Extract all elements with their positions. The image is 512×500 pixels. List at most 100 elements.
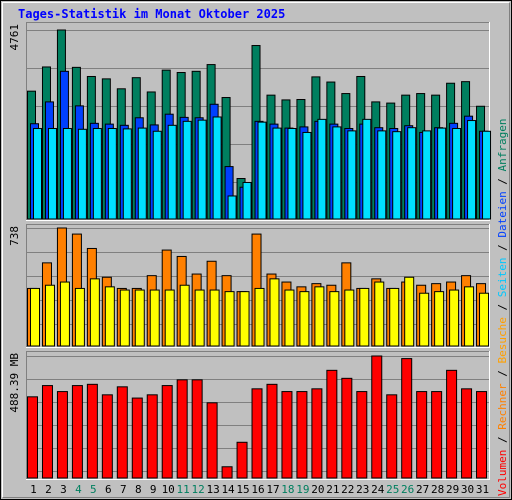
bar-rechner-21 <box>329 291 340 347</box>
legend-entry: / <box>496 364 509 384</box>
bar-seiten-5 <box>92 127 102 220</box>
x-tick-label: 2 <box>45 483 52 496</box>
bar-seiten-16 <box>257 121 267 220</box>
bar-volumen-15 <box>236 441 248 479</box>
bar-volumen-7 <box>116 386 128 479</box>
bar-rechner-15 <box>239 291 250 347</box>
bar-rechner-25 <box>389 287 400 347</box>
bar-rechner-7 <box>119 289 130 347</box>
x-tick-label: 26 <box>401 483 414 496</box>
bar-volumen-3 <box>56 391 68 479</box>
bar-seiten-20 <box>317 118 327 220</box>
bar-seiten-29 <box>452 127 462 220</box>
bar-rechner-19 <box>299 291 310 347</box>
bar-seiten-31 <box>482 130 492 220</box>
bar-rechner-14 <box>224 291 235 347</box>
bar-seiten-1 <box>33 127 42 220</box>
legend-entry: Anfragen <box>496 118 509 171</box>
bar-seiten-25 <box>392 131 402 220</box>
x-tick-label: 3 <box>60 483 67 496</box>
bar-rechner-13 <box>209 289 220 347</box>
bar-volumen-29 <box>446 369 458 479</box>
legend-entry: / <box>496 430 509 450</box>
bar-volumen-6 <box>101 394 113 479</box>
x-tick-label: 8 <box>135 483 142 496</box>
bar-rechner-22 <box>344 289 355 347</box>
bar-rechner-23 <box>359 287 370 347</box>
max-label-bottom: 488.39 MB <box>8 353 21 413</box>
x-tick-label: 15 <box>236 483 249 496</box>
bar-volumen-18 <box>281 391 293 479</box>
bar-rechner-1 <box>30 287 40 347</box>
x-tick-label: 19 <box>296 483 309 496</box>
bar-seiten-2 <box>47 127 57 220</box>
legend-entry: / <box>496 171 509 191</box>
bar-volumen-26 <box>401 358 413 479</box>
bar-volumen-8 <box>131 397 143 479</box>
bar-rechner-8 <box>134 289 145 347</box>
bar-volumen-27 <box>416 391 428 479</box>
x-tick-label: 4 <box>75 483 82 496</box>
bar-rechner-11 <box>179 284 190 347</box>
bar-rechner-20 <box>314 286 325 347</box>
bar-seiten-28 <box>437 127 447 220</box>
bar-volumen-30 <box>461 388 473 479</box>
legend-entry: / <box>496 238 509 258</box>
bar-seiten-14 <box>227 195 237 220</box>
bar-rechner-6 <box>104 286 115 347</box>
bar-seiten-23 <box>362 118 372 220</box>
x-tick-label: 23 <box>356 483 369 496</box>
x-tick-label: 20 <box>311 483 324 496</box>
bar-volumen-28 <box>431 391 443 479</box>
bar-volumen-21 <box>326 369 338 479</box>
x-tick-label: 7 <box>120 483 127 496</box>
bar-volumen-11 <box>176 379 188 479</box>
bar-seiten-30 <box>467 120 477 220</box>
bar-seiten-15 <box>242 181 252 220</box>
x-tick-label: 30 <box>461 483 474 496</box>
x-tick-label: 18 <box>281 483 294 496</box>
bar-seiten-6 <box>107 127 117 220</box>
bar-rechner-28 <box>434 291 445 347</box>
x-tick-label: 12 <box>192 483 205 496</box>
x-tick-label: 6 <box>105 483 112 496</box>
bar-rechner-29 <box>449 289 460 347</box>
x-tick-label: 11 <box>177 483 190 496</box>
series-legend: Volumen / Rechner / Besuche / Seiten / D… <box>496 118 509 496</box>
x-tick-label: 10 <box>162 483 175 496</box>
bar-seiten-21 <box>332 126 342 220</box>
chart-title: Tages-Statistik im Monat Oktober 2025 <box>18 7 286 21</box>
x-tick-label: 28 <box>431 483 444 496</box>
x-tick-label: 5 <box>90 483 97 496</box>
bar-volumen-19 <box>296 391 308 479</box>
bar-rechner-31 <box>479 292 490 347</box>
bar-rechner-26 <box>404 276 415 347</box>
bar-seiten-12 <box>197 119 207 220</box>
bar-volumen-31 <box>476 391 488 479</box>
legend-entry: Rechner <box>496 383 509 430</box>
bar-seiten-26 <box>407 127 417 220</box>
bar-seiten-7 <box>122 128 132 220</box>
bar-seiten-10 <box>167 124 177 220</box>
bar-seiten-3 <box>62 127 72 220</box>
bar-seiten-4 <box>77 128 87 220</box>
bar-volumen-22 <box>341 377 353 479</box>
bar-rechner-16 <box>254 287 265 347</box>
x-tick-label: 17 <box>266 483 279 496</box>
bar-seiten-24 <box>377 130 387 220</box>
bar-rechner-2 <box>44 284 55 347</box>
max-label-top: 4761 <box>8 24 21 51</box>
bar-seiten-17 <box>272 127 282 220</box>
bar-volumen-1 <box>27 396 38 479</box>
bar-rechner-18 <box>284 289 295 347</box>
bar-rechner-10 <box>164 289 175 347</box>
max-label-middle: 738 <box>8 226 21 246</box>
x-tick-label: 21 <box>326 483 339 496</box>
x-tick-label: 9 <box>150 483 157 496</box>
x-tick-label: 1 <box>30 483 37 496</box>
legend-entry: Besuche <box>496 317 509 363</box>
bar-rechner-3 <box>59 281 70 347</box>
bar-volumen-14 <box>221 466 233 479</box>
